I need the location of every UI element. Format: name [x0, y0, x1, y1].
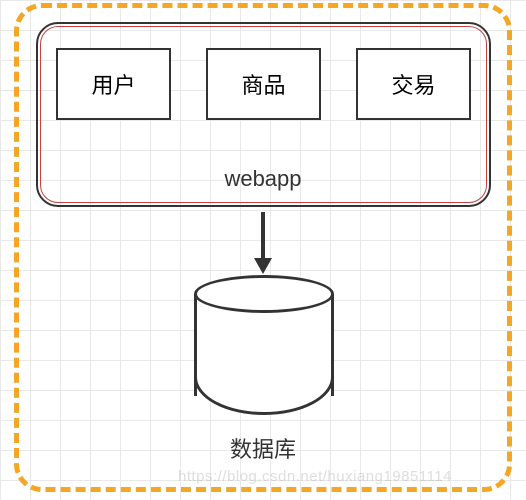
module-user-label: 用户: [91, 68, 135, 100]
module-goods: 商品: [206, 48, 321, 120]
module-user: 用户: [56, 48, 171, 120]
database-cylinder: [194, 275, 334, 415]
database-label: 数据库: [193, 432, 333, 464]
module-trade: 交易: [356, 48, 471, 120]
module-goods-label: 商品: [241, 68, 285, 100]
arrow-to-db: [261, 212, 265, 262]
module-trade-label: 交易: [391, 68, 435, 100]
arrow-to-db-head: [254, 258, 272, 274]
cylinder-bottom: [194, 377, 334, 415]
webapp-label: webapp: [193, 166, 333, 192]
watermark-text: https://blog.csdn.net/huxiang19851114: [178, 468, 452, 485]
cylinder-top: [194, 275, 334, 313]
